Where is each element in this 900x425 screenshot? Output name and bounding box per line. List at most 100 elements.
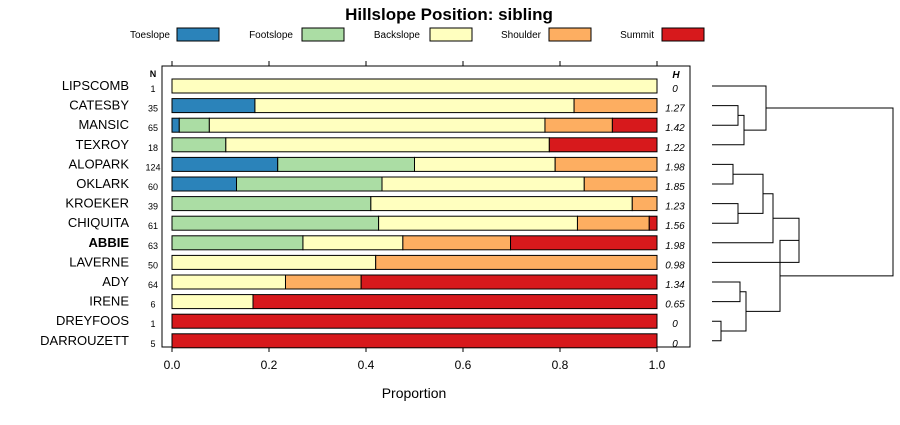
bar-segment-summit (171, 333, 658, 349)
row-label: LIPSCOMB (62, 78, 129, 93)
legend-swatch (661, 27, 705, 42)
bar-segment-summit (171, 313, 658, 329)
legend-item-summit: Summit (620, 27, 705, 42)
bar-segment-shoulder (631, 196, 658, 212)
bar-row-chiquita: CHIQUITA 61 1.56 (68, 215, 685, 232)
bar-segment-backslope (171, 78, 658, 94)
row-n-value: 50 (148, 260, 158, 270)
legend-item-toeslope: Toeslope (130, 27, 220, 42)
row-h-value: 1.34 (665, 280, 685, 291)
bar-segment-summit (648, 215, 658, 231)
dendrogram-link-catesby-texroy (712, 114, 745, 146)
row-n-value: 1 (150, 319, 155, 329)
row-h-value: 0 (672, 84, 678, 95)
legend-swatch (548, 27, 592, 42)
bar-segment-toeslope (171, 176, 238, 192)
row-h-value: 1.27 (665, 104, 685, 115)
bar-segment-backslope (171, 254, 377, 270)
x-tick-label: 0.0 (164, 358, 181, 372)
dendrogram-link-kroeker-chiquita (712, 203, 739, 224)
x-tick-label: 0.2 (261, 358, 278, 372)
n-column-header: N (150, 69, 157, 79)
dendrogram-link-ady-irene (712, 281, 741, 303)
bar-segment-backslope (254, 98, 575, 114)
row-label: CATESBY (69, 98, 129, 113)
row-label: KROEKER (65, 196, 129, 211)
row-n-value: 5 (150, 339, 155, 349)
bar-segment-backslope (171, 274, 286, 290)
legend: Toeslope Footslope Backslope Shoulder Summit (130, 27, 705, 42)
bar-segment-summit (510, 235, 658, 251)
row-h-value: 1.42 (665, 123, 685, 134)
row-n-value: 18 (148, 143, 158, 153)
bar-segment-backslope (225, 137, 550, 153)
bar-segment-toeslope (171, 156, 279, 172)
bar-segment-footslope (236, 176, 383, 192)
chart-title: Hillslope Position: sibling (345, 5, 553, 24)
h-column-header: H (672, 70, 680, 81)
dendrogram-link-lipscomb-texroy (712, 85, 767, 131)
bar-segment-footslope (178, 117, 210, 133)
dendrogram-link-catesby-mansic (712, 105, 739, 126)
legend-item-backslope: Backslope (374, 27, 473, 42)
bar-row-abbie: ABBIE 63 1.98 (89, 235, 686, 252)
bar-segment-shoulder (544, 117, 613, 133)
bar-segment-backslope (208, 117, 546, 133)
row-label: DREYFOOS (56, 313, 129, 328)
row-n-value: 6 (150, 300, 155, 310)
x-axis-title: Proportion (382, 385, 447, 401)
bar-segment-toeslope (171, 117, 180, 133)
legend-label: Toeslope (130, 30, 170, 41)
legend-swatch (176, 27, 220, 42)
row-n-value: 64 (148, 280, 158, 290)
row-n-value: 61 (148, 221, 158, 231)
bar-segment-shoulder (554, 156, 658, 172)
x-tick-label: 0.8 (552, 358, 569, 372)
bar-segment-summit (360, 274, 658, 290)
bar-segment-footslope (171, 215, 380, 231)
x-tick-label: 0.6 (455, 358, 472, 372)
row-h-value: 1.98 (665, 241, 685, 252)
row-h-value: 0.98 (665, 260, 685, 271)
bar-row-ady: ADY 64 1.34 (102, 274, 685, 291)
bar-row-kroeker: KROEKER 39 1.23 (65, 196, 685, 213)
row-label: ABBIE (89, 235, 130, 250)
row-label: LAVERNE (69, 254, 129, 269)
row-h-value: 1.56 (665, 221, 685, 232)
row-label: DARROUZETT (40, 333, 129, 348)
bar-segment-backslope (171, 294, 254, 310)
bar-segment-toeslope (171, 98, 256, 114)
row-label: IRENE (89, 294, 129, 309)
bar-segment-footslope (171, 235, 304, 251)
bar-segment-shoulder (375, 254, 658, 270)
dendrogram-link-alopark-abbie (712, 193, 774, 244)
row-n-value: 35 (148, 104, 158, 114)
bar-segment-shoulder (573, 98, 658, 114)
legend-item-footslope: Footslope (249, 27, 345, 42)
bar-segment-backslope (370, 196, 633, 212)
bar-row-catesby: CATESBY 35 1.27 (69, 98, 685, 115)
bar-row-irene: IRENE 6 0.65 (89, 294, 685, 311)
bar-segment-backslope (302, 235, 404, 251)
dendrogram (712, 85, 894, 342)
bar-segment-backslope (378, 215, 578, 231)
row-label: ADY (102, 274, 129, 289)
bar-row-darrouzett: DARROUZETT 5 0 (40, 333, 678, 350)
dendrogram-link-root (766, 107, 894, 277)
bar-segment-summit (611, 117, 658, 133)
dendrogram-link-dreyfoos-darrouzett (712, 320, 722, 342)
bar-segment-backslope (381, 176, 585, 192)
bar-segment-shoulder (583, 176, 658, 192)
row-label: MANSIC (78, 117, 129, 132)
legend-label: Shoulder (501, 30, 542, 41)
bar-row-texroy: TEXROY 18 1.22 (76, 137, 686, 154)
row-n-value: 39 (148, 202, 158, 212)
row-h-value: 1.23 (665, 202, 685, 213)
row-label: ALOPARK (69, 156, 130, 171)
bar-row-laverne: LAVERNE 50 0.98 (69, 254, 685, 271)
row-h-value: 0.65 (665, 300, 685, 311)
row-n-value: 65 (148, 123, 158, 133)
bar-segment-summit (252, 294, 658, 310)
